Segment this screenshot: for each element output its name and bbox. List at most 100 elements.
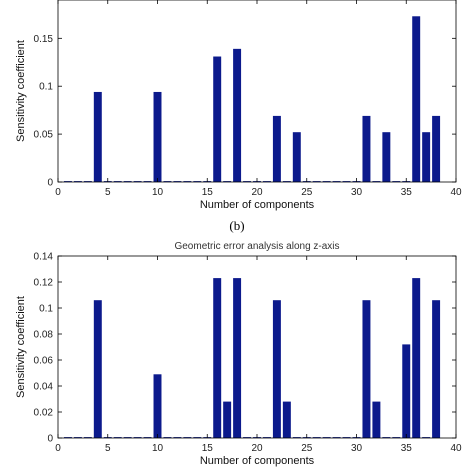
bottom-axes-box [57, 255, 457, 439]
bottom-bar [133, 437, 142, 438]
top-xtick-label: 20 [251, 187, 263, 198]
top-xtick-label: 25 [301, 187, 313, 198]
top-bar [233, 48, 242, 182]
top-bar [173, 181, 182, 182]
top-x-axis-label: Number of components [200, 199, 315, 211]
top-xtick-label: 35 [401, 187, 413, 198]
bottom-bar [183, 437, 192, 438]
bottom-bar [342, 437, 351, 438]
top-bar [262, 181, 271, 182]
bottom-bar [93, 300, 102, 438]
bottom-bar [223, 401, 232, 438]
top-bar [322, 181, 331, 182]
top-bar [422, 132, 431, 182]
bottom-ytick-label: 0 [47, 434, 53, 445]
bottom-bar [233, 278, 242, 438]
top-bar [342, 181, 351, 182]
bottom-ytick-label: 0.04 [34, 382, 54, 393]
top-bar [93, 91, 102, 182]
bottom-ytick-label: 0.06 [34, 356, 54, 367]
bottom-bar [362, 300, 371, 438]
bottom-bar [392, 437, 401, 438]
panel-label: (b) [229, 218, 244, 233]
bottom-xtick-label: 35 [401, 443, 413, 454]
bottom-bar [73, 437, 82, 438]
bottom-xtick-label: 30 [351, 443, 363, 454]
top-y-axis-label: Sensitivity coefficient [15, 40, 27, 142]
bottom-bar [143, 437, 152, 438]
top-bar [183, 181, 192, 182]
top-bar [63, 181, 72, 182]
top-bar [83, 181, 92, 182]
bottom-bar [113, 437, 122, 438]
bottom-bar [123, 437, 132, 438]
bottom-ytick-label: 0.14 [34, 252, 54, 263]
bottom-bar [193, 437, 202, 438]
bottom-bar [422, 437, 431, 438]
top-bar [312, 181, 321, 182]
bottom-xtick-label: 10 [152, 443, 164, 454]
top-bar [123, 181, 132, 182]
top-bar [223, 181, 232, 182]
bottom-bar [63, 437, 72, 438]
bottom-bar [262, 437, 271, 438]
chart-panel-top: 0 5 10 15 20 25 30 35 40 0 0.05 0.1 0.15 Number of co… [15, 0, 462, 211]
bottom-xtick-label: 20 [251, 443, 263, 454]
bottom-bar [312, 437, 321, 438]
bottom-bar [292, 437, 301, 438]
bottom-bar [272, 300, 281, 438]
bottom-x-axis-label: Number of components [200, 455, 315, 467]
top-bar [243, 181, 252, 182]
top-ytick-label: 0.05 [34, 130, 54, 141]
bottom-xtick-label: 5 [105, 443, 111, 454]
bottom-bar [322, 437, 331, 438]
top-axes-box [57, 0, 457, 183]
top-bar [362, 115, 371, 182]
bottom-bar [372, 401, 381, 438]
top-bar [213, 56, 222, 182]
bottom-bar [153, 374, 162, 438]
top-bar [113, 181, 122, 182]
bottom-bar [173, 437, 182, 438]
bottom-bar [432, 300, 441, 438]
top-bar [153, 91, 162, 182]
bottom-bar [332, 437, 341, 438]
top-ytick-label: 0.1 [39, 82, 53, 93]
bottom-bar [83, 437, 92, 438]
bottom-bar [412, 278, 421, 438]
top-bar [272, 115, 281, 182]
top-xtick-label: 30 [351, 187, 363, 198]
bottom-xtick-label: 0 [55, 443, 61, 454]
chart-panel-bottom: Geometric error analysis along z-axis 0 5 1… [15, 241, 462, 467]
bottom-bar [213, 278, 222, 438]
bottom-xtick-label: 25 [301, 443, 313, 454]
bottom-ytick-label: 0.12 [34, 278, 54, 289]
bottom-bar [282, 401, 291, 438]
top-xtick-label: 10 [152, 187, 164, 198]
bottom-y-axis-label: Sensitivity coefficient [15, 296, 27, 398]
bottom-bar [163, 437, 172, 438]
bottom-bar [402, 344, 411, 438]
bottom-xtick-label: 40 [450, 443, 462, 454]
top-xtick-label: 5 [105, 187, 111, 198]
top-ytick-label: 0.15 [34, 34, 54, 45]
top-bar [143, 181, 152, 182]
top-bar [163, 181, 172, 182]
top-xtick-label: 15 [202, 187, 214, 198]
top-xtick-label: 0 [55, 187, 61, 198]
top-bar [372, 181, 381, 182]
bottom-ytick-label: 0.02 [34, 408, 54, 419]
top-bar [193, 181, 202, 182]
top-bar [432, 115, 441, 182]
bottom-ytick-label: 0.08 [34, 330, 54, 341]
top-bar [332, 181, 341, 182]
top-ytick-label: 0 [47, 178, 53, 189]
top-xtick-label: 40 [450, 187, 462, 198]
bottom-title: Geometric error analysis along z-axis [174, 241, 339, 252]
bottom-ytick-label: 0.1 [39, 304, 53, 315]
top-bar [382, 132, 391, 182]
bottom-xtick-label: 15 [202, 443, 214, 454]
top-bar [412, 16, 421, 182]
top-bar [73, 181, 82, 182]
